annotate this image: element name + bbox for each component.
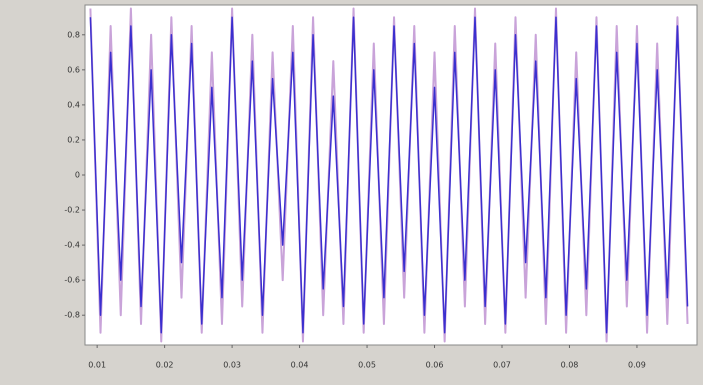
y-tick-label: -0.8	[64, 311, 80, 320]
y-tick-label: -0.2	[64, 206, 80, 215]
x-tick-label: 0.04	[291, 361, 309, 370]
y-tick-label: 0	[75, 171, 80, 180]
y-tick-label: 0.6	[67, 65, 80, 74]
x-tick-label: 0.02	[156, 361, 174, 370]
y-tick-label: 0.4	[67, 100, 80, 109]
x-tick-label: 0.07	[493, 361, 511, 370]
x-tick-label: 0.09	[628, 361, 646, 370]
line-series	[89, 16, 689, 334]
y-tick-label: -0.4	[64, 241, 80, 250]
x-tick-label: 0.05	[358, 361, 376, 370]
x-tick-label: 0.06	[426, 361, 444, 370]
y-tick-label: 0.8	[67, 30, 80, 39]
x-tick-label: 0.01	[88, 361, 106, 370]
x-tick-label: 0.08	[561, 361, 579, 370]
y-tick-label: -0.6	[64, 276, 80, 285]
x-tick-label: 0.03	[223, 361, 241, 370]
y-tick-label: 0.2	[67, 135, 80, 144]
